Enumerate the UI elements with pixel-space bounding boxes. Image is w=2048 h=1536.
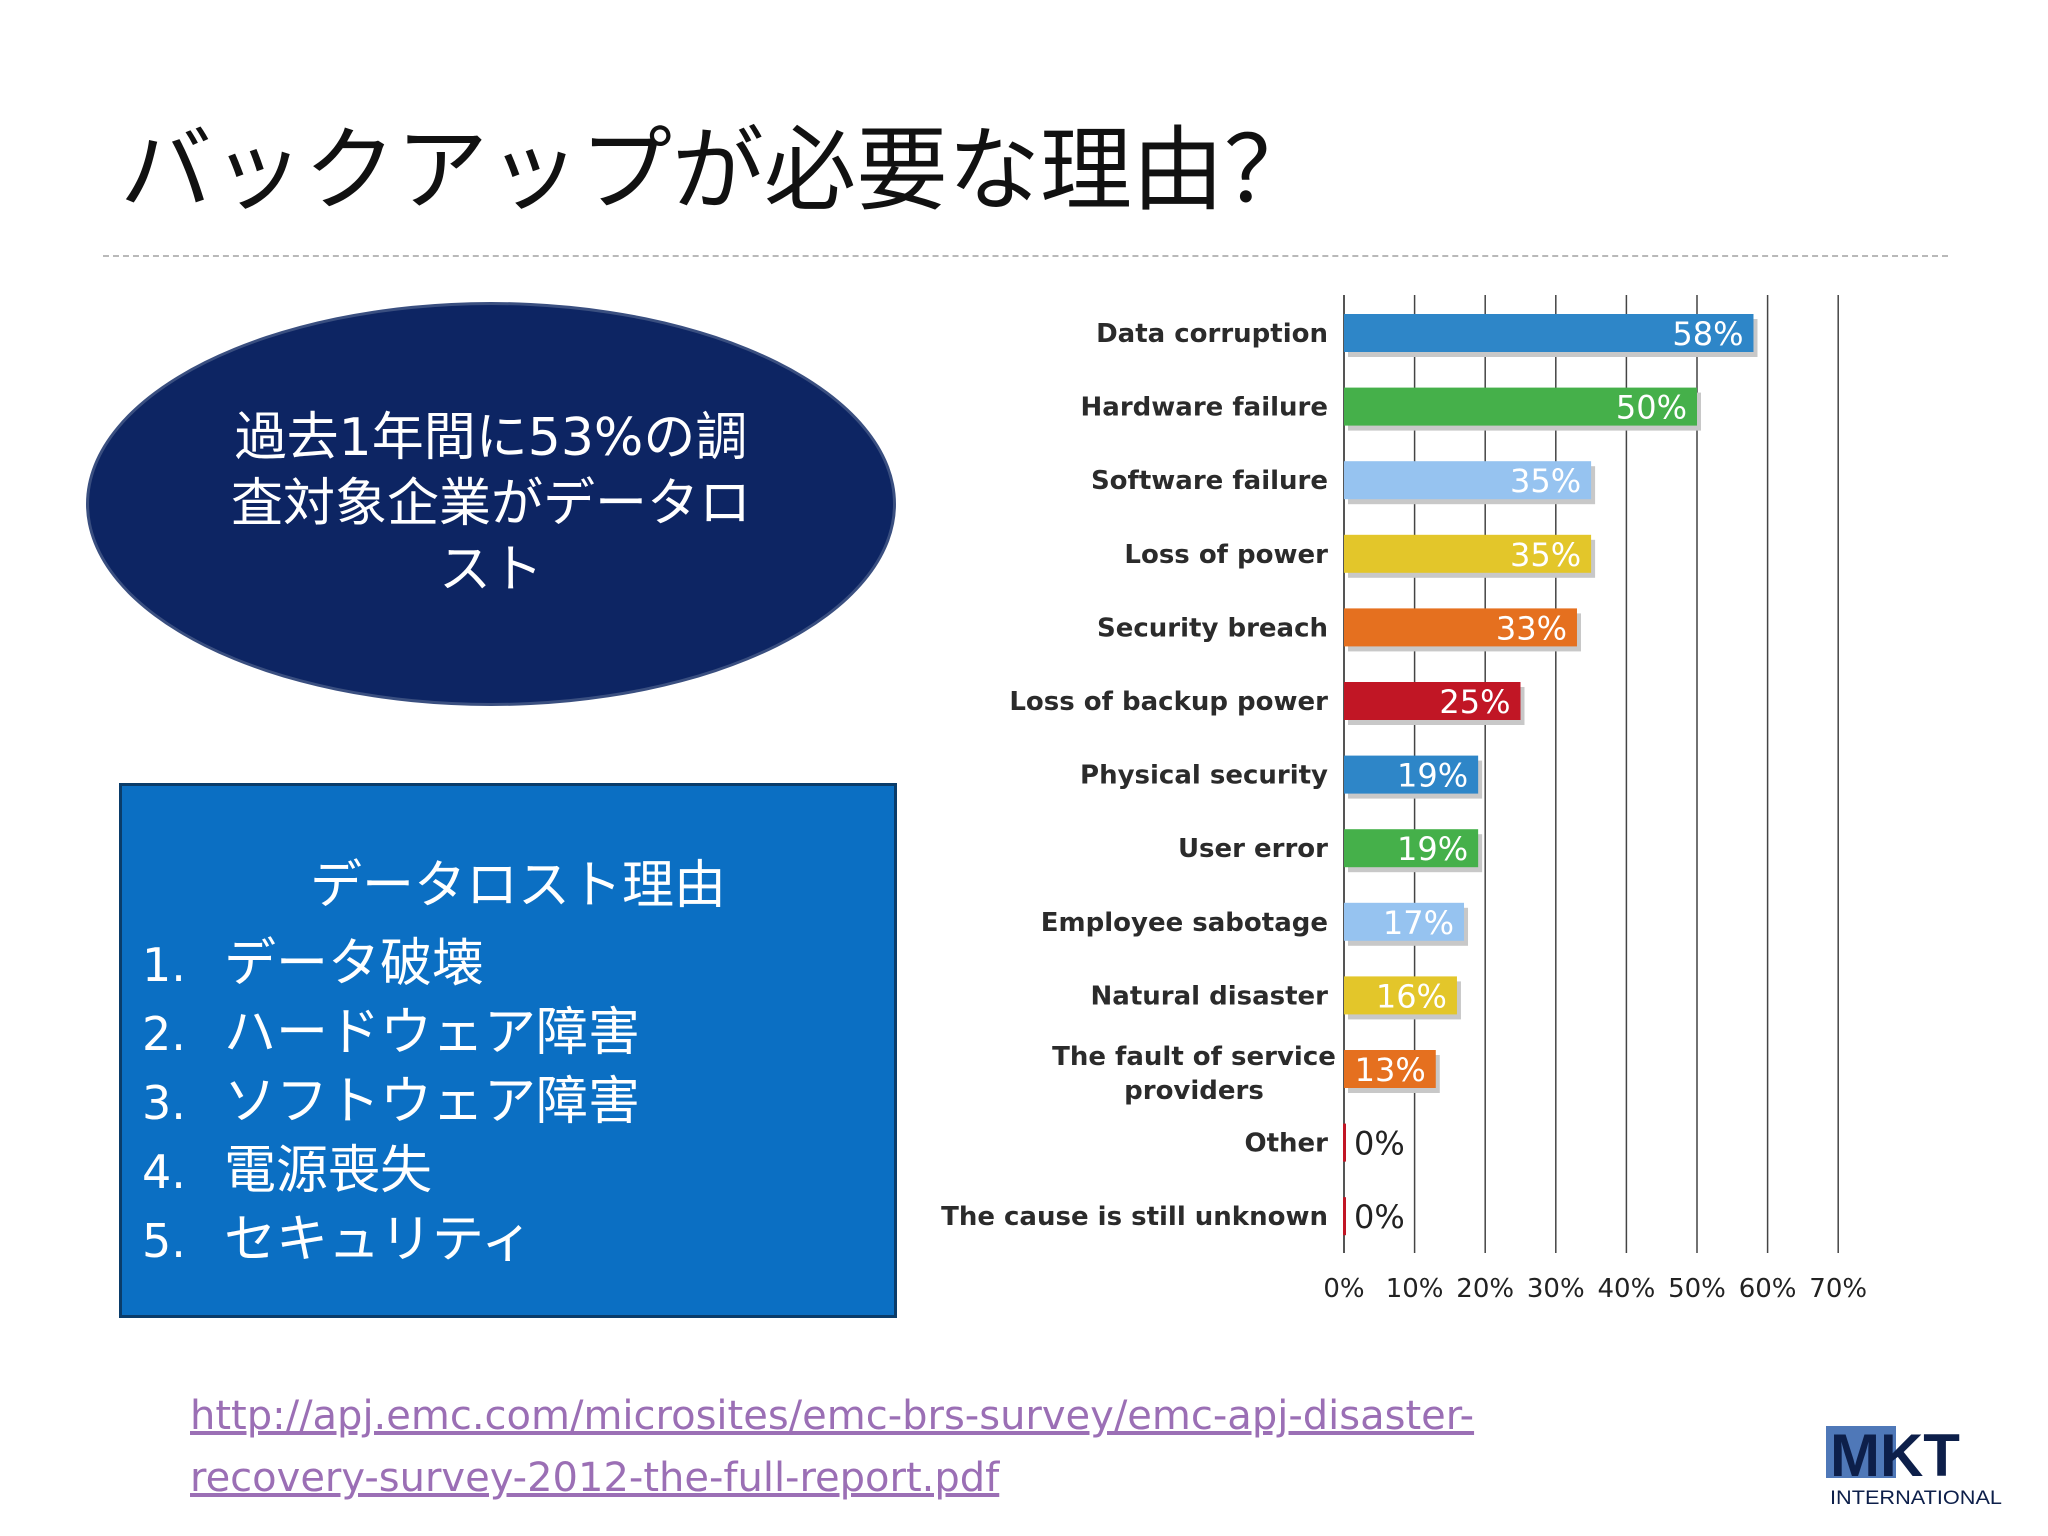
data-loss-causes-chart: 0% 10% 20% 30% 40% 50% 60% 70% Data corruption 58… <box>941 295 1867 1304</box>
bar <box>1344 976 1457 1015</box>
bar <box>1344 755 1479 794</box>
bar <box>1344 1050 1436 1088</box>
slide-title: バックアップが必要な理由？ <box>120 117 1317 224</box>
category-label: Other <box>1245 1129 1329 1159</box>
category-label: The cause is still unknown <box>941 1202 1328 1232</box>
reason-item: 4. 電源喪失 <box>142 1128 640 1201</box>
reason-text: ハードウェア障害 <box>224 1003 641 1063</box>
bar <box>1344 829 1479 868</box>
logo-subtext: INTERNATIONAL <box>1830 1488 2002 1509</box>
reason-text: セキュリティ <box>224 1210 533 1270</box>
bar <box>1343 1123 1346 1162</box>
data-loss-ellipse: 過去1年間に53%の調査対象企業がデータロスト <box>86 302 896 706</box>
bar <box>1344 902 1465 941</box>
bar <box>1344 461 1592 500</box>
bar <box>1344 608 1577 647</box>
bar-value-label: 25% <box>1439 683 1510 721</box>
bar-value-label: 35% <box>1510 536 1581 574</box>
bar-value-label: 50% <box>1616 389 1687 427</box>
reason-number: 4. <box>142 1145 186 1199</box>
reason-number: 1. <box>142 938 186 992</box>
category-label: Employee sabotage <box>1041 908 1328 938</box>
source-link[interactable]: http://apj.emc.com/microsites/emc-brs-su… <box>190 1385 1474 1509</box>
ellipse-text: 過去1年間に53%の調査対象企業がデータロスト <box>230 408 751 600</box>
category-label: The fault of service providers <box>1052 1042 1336 1106</box>
logo-block <box>1826 1426 1896 1478</box>
reason-item: 2. ハードウェア障害 <box>142 990 640 1063</box>
company-logo: MKT INTERNATIONAL <box>1826 1426 2002 1509</box>
x-tick-label: 30% <box>1527 1274 1585 1304</box>
category-label: Security breach <box>1097 613 1328 643</box>
reason-item: 3. ソフトウェア障害 <box>142 1059 640 1132</box>
bar <box>1344 314 1754 352</box>
reason-text: ソフトウェア障害 <box>224 1072 641 1132</box>
category-label: Loss of backup power <box>1009 687 1328 717</box>
x-tick-label: 60% <box>1739 1274 1797 1304</box>
x-tick-label: 10% <box>1386 1274 1444 1304</box>
logo-text: MKT <box>1830 1426 1960 1489</box>
reasons-box: データロスト理由 1. データ破壊 2. ハードウェア障害 3. ソフトウェア障… <box>119 783 897 1318</box>
reasons-heading: データロスト理由 <box>309 856 726 916</box>
x-tick-label: 20% <box>1456 1274 1514 1304</box>
bar-value-label: 19% <box>1397 830 1468 868</box>
title-divider <box>103 255 1948 257</box>
x-tick-label: 0% <box>1323 1274 1364 1304</box>
x-tick-label: 40% <box>1598 1274 1656 1304</box>
bar <box>1344 387 1697 426</box>
category-label: Software failure <box>1091 466 1328 496</box>
reason-text: 電源喪失 <box>224 1141 433 1201</box>
bar-value-label: 17% <box>1383 904 1454 942</box>
bar-value-label: 58% <box>1672 315 1743 353</box>
bar-value-label: 13% <box>1355 1051 1426 1089</box>
bar-value-label: 0% <box>1354 1125 1405 1163</box>
bar <box>1344 534 1592 573</box>
bar-value-label: 0% <box>1354 1198 1405 1236</box>
reason-number: 3. <box>142 1076 186 1130</box>
category-label: Natural disaster <box>1091 981 1329 1011</box>
reason-text: データ破壊 <box>224 934 485 994</box>
reason-item: 5. セキュリティ <box>142 1197 640 1270</box>
category-label: Physical security <box>1080 761 1328 791</box>
reason-number: 5. <box>142 1214 186 1268</box>
category-label: Data corruption <box>1096 319 1328 349</box>
category-label: Hardware failure <box>1081 393 1328 423</box>
x-tick-label: 70% <box>1809 1274 1867 1304</box>
reasons-list: 1. データ破壊 2. ハードウェア障害 3. ソフトウェア障害 4. 電源喪失… <box>142 921 640 1270</box>
bar-value-label: 16% <box>1376 977 1447 1015</box>
bar-value-label: 35% <box>1510 462 1581 500</box>
source-link-line2: recovery-survey-2012-the-full-report.pdf <box>190 1455 1000 1501</box>
reason-item: 1. データ破壊 <box>142 921 640 994</box>
bar <box>1344 682 1521 720</box>
bar-value-label: 33% <box>1496 609 1567 647</box>
reason-number: 2. <box>142 1007 186 1061</box>
category-label: Loss of power <box>1124 540 1328 570</box>
bar-value-label: 19% <box>1397 757 1468 795</box>
bar <box>1343 1197 1346 1236</box>
source-link-line1: http://apj.emc.com/microsites/emc-brs-su… <box>190 1393 1475 1439</box>
category-label: User error <box>1178 834 1328 864</box>
x-tick-label: 50% <box>1668 1274 1726 1304</box>
